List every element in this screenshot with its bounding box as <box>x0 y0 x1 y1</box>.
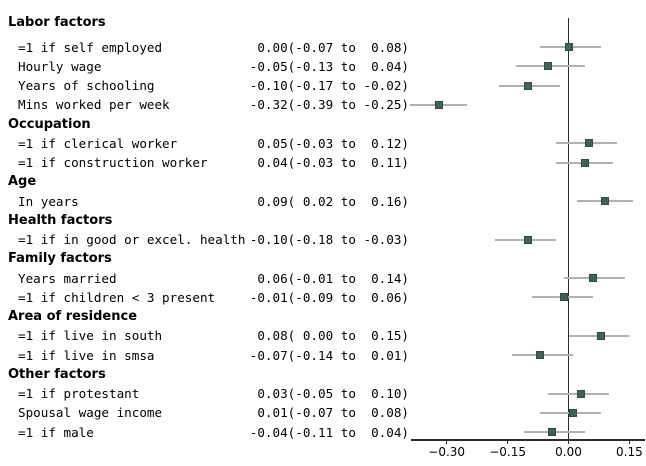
row-estimate: -0.10(-0.17 to -0.02) <box>249 78 409 93</box>
row-estimate: 0.06(-0.01 to 0.14) <box>257 270 409 286</box>
group-header: Health factors <box>8 212 113 228</box>
row-estimate: -0.32(-0.39 to -0.25) <box>249 97 409 113</box>
x-axis-tick-label: −0.30 <box>428 445 466 459</box>
x-axis-tick <box>446 439 448 444</box>
x-axis-tick <box>628 439 631 444</box>
row-estimate: 0.03(-0.05 to 0.10) <box>257 386 409 401</box>
point-marker <box>584 139 593 148</box>
row-label: Years of schooling <box>18 78 155 93</box>
point-marker <box>548 428 557 436</box>
zero-reference-line <box>567 18 570 439</box>
row-estimate: 0.04(-0.03 to 0.11) <box>257 155 409 170</box>
point-marker <box>523 235 532 244</box>
row-estimate: 0.00(-0.07 to 0.08) <box>257 39 409 55</box>
row-estimate: -0.01(-0.09 to 0.06) <box>249 289 409 305</box>
row-label: =1 if male <box>18 424 94 440</box>
row-estimate: -0.04(-0.11 to 0.04) <box>249 424 409 440</box>
row-label: =1 if in good or excel. health <box>18 232 246 247</box>
point-marker <box>596 331 605 340</box>
row-estimate: 0.09( 0.02 to 0.16) <box>257 193 409 209</box>
x-axis-tick <box>506 439 509 444</box>
row-estimate: -0.10(-0.18 to -0.03) <box>249 232 409 247</box>
group-header: Area of residence <box>8 309 138 324</box>
row-label: Mins worked per week <box>18 97 170 113</box>
row-label: =1 if self employed <box>18 39 163 55</box>
point-marker <box>536 351 545 359</box>
row-estimate: -0.07(-0.14 to 0.01) <box>249 347 409 363</box>
point-marker <box>544 62 553 71</box>
row-estimate: 0.05(-0.03 to 0.12) <box>257 135 409 151</box>
point-marker <box>568 408 577 417</box>
row-label: =1 if live in south <box>18 328 163 344</box>
x-axis <box>411 439 645 441</box>
group-header: Labor factors <box>8 14 106 30</box>
row-label: =1 if children < 3 present <box>18 289 216 305</box>
x-axis-tick-label: −0.15 <box>489 445 526 459</box>
x-axis-tick-label: 0.00 <box>555 445 582 459</box>
row-label: =1 if protestant <box>18 386 140 401</box>
row-estimate: 0.01(-0.07 to 0.08) <box>257 405 409 421</box>
row-label: In years <box>18 193 79 209</box>
point-marker <box>601 197 610 205</box>
point-marker <box>434 100 443 109</box>
x-axis-tick-label: 0.15 <box>616 445 643 459</box>
row-label: Spousal wage income <box>18 405 163 421</box>
group-header: Family factors <box>8 251 112 267</box>
row-label: =1 if live in smsa <box>18 347 155 363</box>
point-marker <box>580 158 589 167</box>
row-label: =1 if clerical worker <box>18 135 178 151</box>
row-estimate: -0.05(-0.13 to 0.04) <box>249 58 409 74</box>
group-header: Age <box>8 174 37 190</box>
point-marker <box>564 43 573 51</box>
point-marker <box>523 81 532 90</box>
group-header: Other factors <box>8 366 106 382</box>
point-marker <box>560 293 569 302</box>
row-label: Hourly wage <box>18 58 102 74</box>
x-axis-tick <box>567 439 570 444</box>
row-estimate: 0.08( 0.00 to 0.15) <box>257 328 409 344</box>
row-label: Years married <box>18 270 117 286</box>
row-label: =1 if construction worker <box>18 155 208 170</box>
point-marker <box>576 389 585 398</box>
point-marker <box>588 274 597 282</box>
group-header: Occupation <box>8 116 91 132</box>
